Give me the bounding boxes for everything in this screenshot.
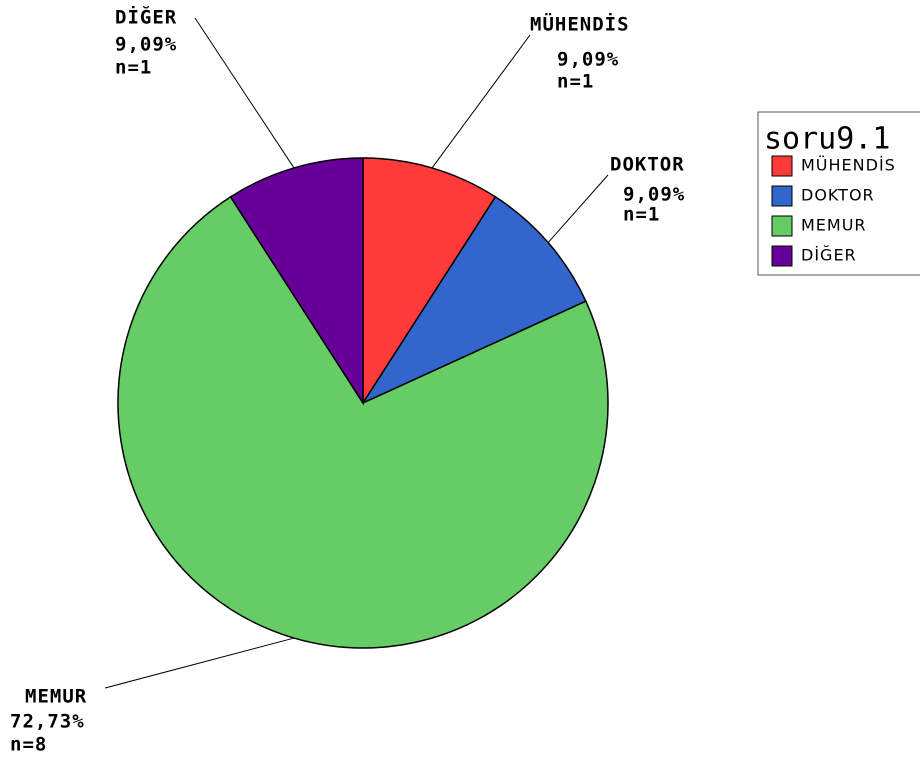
leader-line [104, 637, 295, 689]
legend-swatch [771, 185, 793, 207]
slice-percent: 9,09% [557, 49, 619, 71]
slice-count: n=1 [623, 204, 660, 226]
legend-label: MÜHENDİS [801, 156, 896, 175]
slice-count: n=8 [10, 734, 47, 756]
slice-count: n=1 [557, 71, 594, 93]
legend-swatch [771, 155, 793, 177]
slice-name: DOKTOR [610, 154, 685, 176]
legend-label: DOKTOR [801, 186, 875, 205]
slice-name: DİĞER [115, 5, 177, 29]
pie-slice [362, 157, 497, 406]
legend-label: MEMUR [801, 216, 867, 235]
slice-percent: 72,73% [10, 711, 85, 733]
pie-slice [360, 195, 587, 405]
leader-line [194, 17, 295, 169]
legend-swatch [771, 245, 793, 267]
slice-percent: 9,09% [115, 34, 177, 56]
slice-count: n=1 [115, 57, 152, 79]
legend-label: DİĞER [801, 246, 857, 265]
slice-name: MÜHENDİS [530, 12, 630, 36]
legend-title: soru9.1 [764, 122, 890, 157]
pie-slice [229, 157, 364, 406]
leader-line [547, 174, 609, 243]
leader-line [431, 34, 531, 169]
legend-swatch [771, 215, 793, 237]
slice-name: MEMUR [25, 686, 87, 708]
slice-percent: 9,09% [623, 184, 685, 206]
